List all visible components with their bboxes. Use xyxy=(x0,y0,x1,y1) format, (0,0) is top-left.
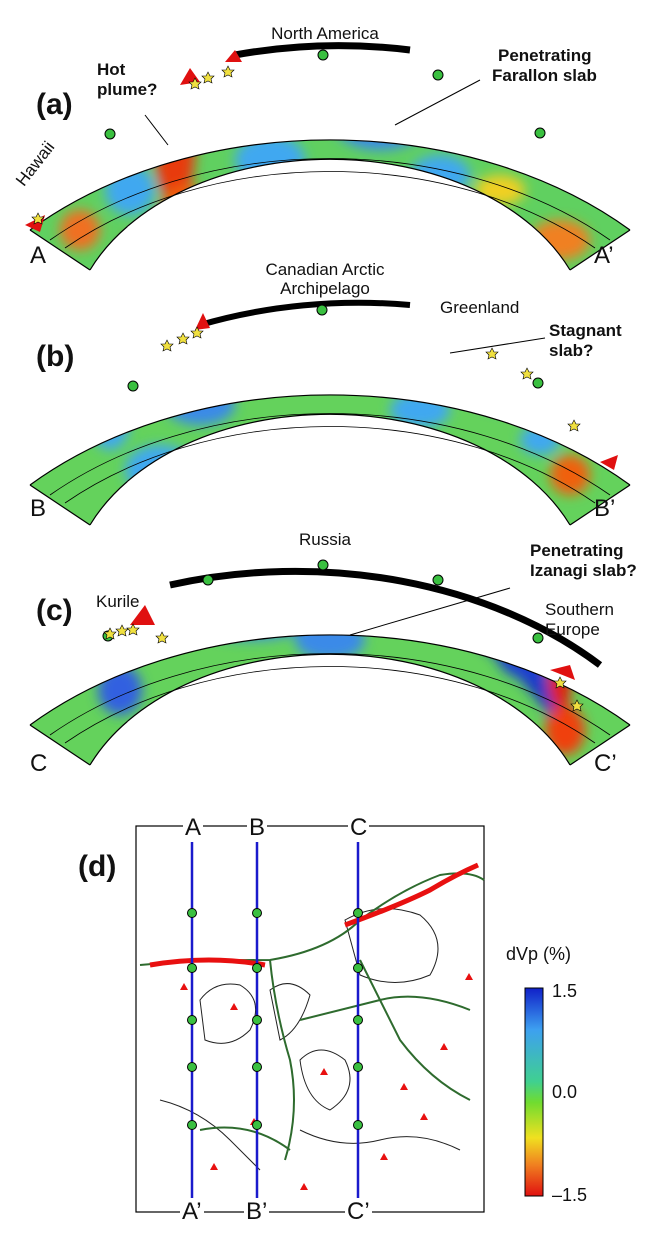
panel-a-region-label: North America xyxy=(271,24,379,43)
panel-a-start-label: A xyxy=(30,242,47,269)
panel-a-slab-label-2: Farallon slab xyxy=(492,66,597,85)
panel-a-410-arc xyxy=(49,158,611,241)
panel-c-end-label: C’ xyxy=(594,750,617,777)
map-bottom-label-c: C’ xyxy=(345,1198,372,1226)
panel-b-markers xyxy=(127,304,544,392)
panel-c-region-label: Russia xyxy=(299,530,351,549)
panel-c-fan-background xyxy=(30,634,630,765)
colorbar-tick-top: 1.5 xyxy=(552,981,578,1001)
panel-a-plume-label-2: plume? xyxy=(97,80,158,99)
panel-b-inner-arc xyxy=(89,413,571,526)
panel-a-end-label: A’ xyxy=(594,242,614,269)
map-profile-dots xyxy=(187,908,363,1130)
panel-b-region-label-1: Canadian Arctic xyxy=(265,260,385,279)
panel-a-slab-label-1: Penetrating xyxy=(498,46,592,65)
panel-a-plume-label-1: Hot xyxy=(97,60,126,79)
panel-c-europe-label-1: Southern xyxy=(545,600,614,619)
panel-b-660-arc xyxy=(64,426,596,504)
panel-b-greenland-label: Greenland xyxy=(440,298,520,317)
panel-d-map xyxy=(135,825,485,1213)
panel-c-start-label: C xyxy=(30,750,48,777)
panel-a-inner-arc xyxy=(89,158,571,271)
colorbar-tick-mid: 0.0 xyxy=(552,1082,578,1102)
panel-c-inner-arc xyxy=(89,653,571,766)
panel-a-label: (a) xyxy=(36,88,73,121)
panel-a-surface-bar xyxy=(234,42,411,59)
panel-b-region-label-2: Archipelago xyxy=(280,279,370,298)
map-subduction-red-belt xyxy=(149,862,479,968)
panel-b-fan-background xyxy=(30,394,630,525)
panel-c-stars xyxy=(103,623,584,712)
panel-c-europe-label-2: Europe xyxy=(545,620,600,639)
map-bottom-label-a: A’ xyxy=(180,1198,204,1226)
panel-a-stars xyxy=(31,65,235,225)
panel-c-surface-bar xyxy=(169,567,603,668)
panel-b-end-label: B’ xyxy=(594,495,616,522)
panel-b-410-arc xyxy=(49,413,611,496)
panel-b-section xyxy=(29,299,631,526)
map-top-label-c: C xyxy=(348,814,370,842)
panel-a-markers xyxy=(104,49,546,140)
panel-c-410-arc xyxy=(49,653,611,736)
panel-c-660-arc xyxy=(64,666,596,744)
panel-a-660-arc xyxy=(64,171,596,249)
panel-b-slab-label-1: Stagnant xyxy=(549,321,622,340)
map-top-label-a: A xyxy=(183,814,204,842)
panel-c-slab-label-1: Penetrating xyxy=(530,541,624,560)
panel-b-stars xyxy=(160,326,581,432)
panel-c-slab-label-2: Izanagi slab? xyxy=(530,561,637,580)
colorbar-gradient xyxy=(524,987,544,1197)
panel-c-kurile-label: Kurile xyxy=(96,592,140,611)
colorbar-tick-bottom: –1.5 xyxy=(552,1185,588,1205)
panel-b-outer-arc xyxy=(29,394,631,486)
panel-b-surface-bar xyxy=(199,299,411,328)
panel-b-slab-label-2: slab? xyxy=(549,341,594,360)
panel-a-outer-arc xyxy=(29,139,631,231)
colorbar-title: dVp (%) xyxy=(506,944,572,964)
panel-b-start-label: B xyxy=(30,495,47,522)
panel-b-label: (b) xyxy=(36,340,75,373)
map-top-label-b: B xyxy=(247,814,268,842)
panel-c-label: (c) xyxy=(36,594,73,627)
panel-c-outer-arc xyxy=(29,634,631,726)
panel-d-label: (d) xyxy=(78,850,117,883)
map-bottom-label-b: B’ xyxy=(244,1198,270,1226)
